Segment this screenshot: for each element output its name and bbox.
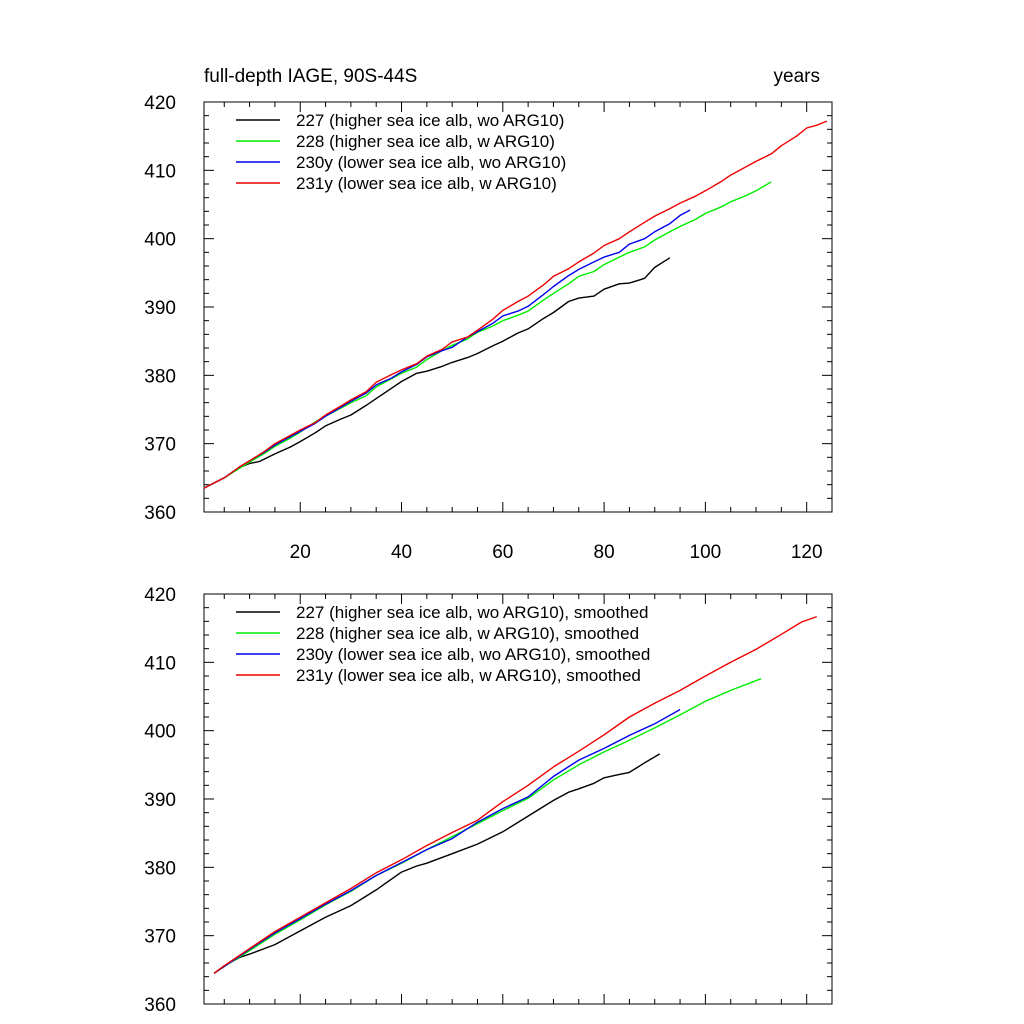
y-tick-label: 400 xyxy=(144,722,176,743)
y-tick-label: 360 xyxy=(144,503,176,524)
series-line-0 xyxy=(213,753,661,974)
legend-label-1: 228 (higher sea ice alb, w ARG10), smoot… xyxy=(296,624,639,643)
x-tick-label: 40 xyxy=(391,542,412,563)
legend-label-2: 230y (lower sea ice alb, wo ARG10), smoo… xyxy=(296,645,650,664)
series-line-1 xyxy=(203,181,772,489)
bottom-panel: 360 370 380 390 400 410 420 227 (higher sea ice… xyxy=(144,585,833,1016)
series-line-0 xyxy=(203,257,671,489)
x-tick-label: 120 xyxy=(791,542,823,563)
top-panel-title: full-depth IAGE, 90S-44S xyxy=(204,66,417,87)
series-line-2 xyxy=(213,708,681,974)
y-tick-label: 420 xyxy=(144,93,176,114)
legend-label-2: 230y (lower sea ice alb, wo ARG10) xyxy=(296,153,566,172)
y-tick-label: 360 xyxy=(144,995,176,1016)
y-tick-label: 380 xyxy=(144,366,176,387)
series-line-3 xyxy=(213,615,818,974)
y-tick-label: 410 xyxy=(144,161,176,182)
y-tick-label: 370 xyxy=(144,435,176,456)
x-tick-label: 80 xyxy=(594,542,615,563)
series-line-2 xyxy=(203,209,691,489)
top-panel-units: years xyxy=(774,66,820,87)
y-tick-label: 370 xyxy=(144,927,176,948)
legend-label-1: 228 (higher sea ice alb, w ARG10) xyxy=(296,132,555,151)
y-tick-label: 420 xyxy=(144,585,176,606)
legend-label-0: 227 (higher sea ice alb, wo ARG10) xyxy=(296,111,564,130)
legend-label-3: 231y (lower sea ice alb, w ARG10), smoot… xyxy=(296,666,641,685)
x-tick-label: 60 xyxy=(492,542,513,563)
legend-label-3: 231y (lower sea ice alb, w ARG10) xyxy=(296,174,557,193)
series-line-1 xyxy=(213,678,762,974)
y-tick-label: 390 xyxy=(144,298,176,319)
legend-label-0: 227 (higher sea ice alb, wo ARG10), smoo… xyxy=(296,603,648,622)
x-tick-label: 20 xyxy=(290,542,311,563)
y-tick-label: 390 xyxy=(144,790,176,811)
y-tick-label: 410 xyxy=(144,653,176,674)
top-panel: full-depth IAGE, 90S-44S years 360 370 380… xyxy=(144,66,833,563)
x-tick-label: 100 xyxy=(690,542,722,563)
y-tick-label: 380 xyxy=(144,858,176,879)
y-tick-label: 400 xyxy=(144,230,176,251)
series-line-3 xyxy=(203,120,828,489)
